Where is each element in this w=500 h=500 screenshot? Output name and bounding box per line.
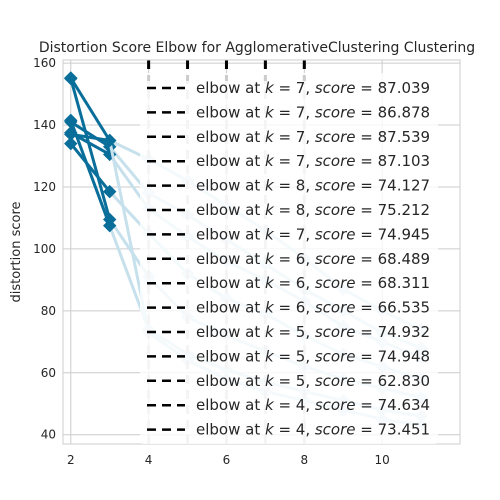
legend-label: elbow at k = 6, score = 68.489 <box>196 250 430 268</box>
data-point <box>102 184 117 199</box>
y-tick-label: 120 <box>33 180 56 194</box>
data-point <box>102 133 117 148</box>
legend-entry: elbow at k = 5, score = 74.932 <box>147 323 430 341</box>
legend-label: elbow at k = 5, score = 74.932 <box>196 323 430 341</box>
legend-entry: elbow at k = 7, score = 87.539 <box>147 128 430 146</box>
legend-label: elbow at k = 7, score = 86.878 <box>196 103 430 121</box>
series-segment-dark <box>69 78 112 220</box>
y-axis-label: distortion score <box>9 202 24 303</box>
legend-label: elbow at k = 8, score = 74.127 <box>196 177 430 195</box>
legend-label: elbow at k = 5, score = 74.948 <box>196 347 430 365</box>
legend-label: elbow at k = 7, score = 87.039 <box>196 79 430 97</box>
x-tick-label: 8 <box>300 453 308 467</box>
tick-labels: 40 60 80 100 120 140 160 2 4 6 8 10 <box>33 56 390 467</box>
series-segment-dark <box>69 120 111 148</box>
data-point <box>64 113 78 128</box>
data-point <box>64 71 78 86</box>
y-tick-label: 80 <box>41 304 56 318</box>
legend: elbow at k = 7, score = 87.039 elbow at k… <box>140 73 438 444</box>
legend-label: elbow at k = 8, score = 75.212 <box>196 201 430 219</box>
legend-label: elbow at k = 6, score = 66.535 <box>196 299 430 317</box>
series-segment-dark <box>69 77 111 142</box>
series-segment-dark <box>70 132 110 142</box>
chart-title: Distortion Score Elbow for Agglomerative… <box>39 40 475 56</box>
legend-entry: elbow at k = 4, score = 73.451 <box>147 421 430 439</box>
legend-entry: elbow at k = 6, score = 68.311 <box>147 274 430 292</box>
data-point <box>102 218 117 233</box>
legend-entry: elbow at k = 7, score = 87.039 <box>147 79 430 97</box>
legend-label: elbow at k = 5, score = 62.830 <box>196 372 430 390</box>
legend-entry: elbow at k = 5, score = 62.830 <box>147 372 430 390</box>
legend-entry: elbow at k = 7, score = 87.103 <box>147 152 430 170</box>
y-tick-label: 140 <box>33 118 56 132</box>
legend-entry: elbow at k = 7, score = 74.945 <box>147 225 430 243</box>
y-tick-label: 100 <box>33 242 56 256</box>
y-tick-label: 40 <box>41 428 56 442</box>
x-tick-label: 2 <box>67 453 75 467</box>
series-segment-dark <box>69 142 111 193</box>
legend-label: elbow at k = 4, score = 73.451 <box>196 421 430 439</box>
x-tick-label: 10 <box>375 453 390 467</box>
legend-entry: elbow at k = 8, score = 75.212 <box>147 201 430 219</box>
legend-label: elbow at k = 7, score = 87.539 <box>196 128 430 146</box>
legend-entry: elbow at k = 4, score = 74.634 <box>147 396 430 414</box>
series-segment-dark <box>69 119 112 227</box>
y-tick-label: 160 <box>33 56 56 70</box>
x-tick-label: 6 <box>223 453 231 467</box>
legend-label: elbow at k = 7, score = 74.945 <box>196 225 430 243</box>
data-point <box>64 127 78 142</box>
legend-label: elbow at k = 7, score = 87.103 <box>196 152 430 170</box>
legend-entry: elbow at k = 5, score = 74.948 <box>147 347 430 365</box>
data-point <box>64 136 78 151</box>
legend-entry: elbow at k = 6, score = 68.489 <box>147 250 430 268</box>
legend-box <box>140 73 438 444</box>
legend-entry: elbow at k = 6, score = 66.535 <box>147 299 430 317</box>
legend-entry: elbow at k = 7, score = 86.878 <box>147 103 430 121</box>
legend-label: elbow at k = 6, score = 68.311 <box>196 274 430 292</box>
legend-label: elbow at k = 4, score = 74.634 <box>196 396 430 414</box>
y-tick-label: 60 <box>41 366 56 380</box>
x-tick-label: 4 <box>145 453 153 467</box>
legend-entry: elbow at k = 8, score = 74.127 <box>147 177 430 195</box>
